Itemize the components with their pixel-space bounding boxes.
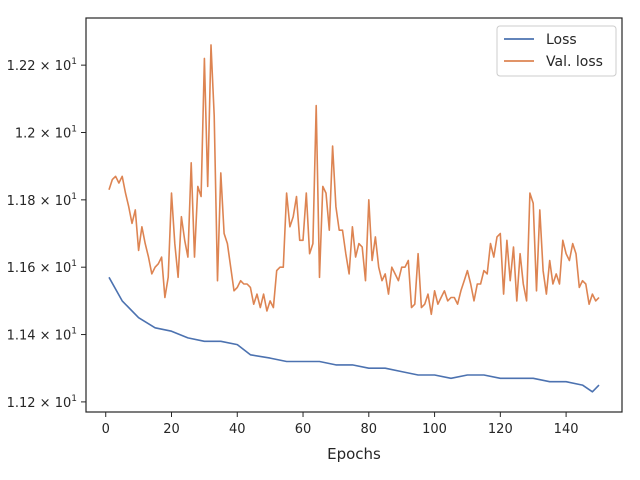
y-tick-label: 1.16 × 101 bbox=[7, 259, 77, 276]
series-layer bbox=[108, 44, 600, 393]
x-tick-label: 60 bbox=[295, 422, 312, 437]
x-axis: 0 20 40 60 80 100 120 140 bbox=[102, 412, 579, 437]
x-axis-title: Epochs bbox=[327, 445, 381, 463]
legend-label-val-loss: Val. loss bbox=[546, 54, 603, 70]
y-axis: 1.12 × 101 1.14 × 101 1.16 × 101 1.18 × 101… bbox=[7, 57, 86, 411]
x-tick-label: 120 bbox=[488, 422, 513, 437]
legend: Loss Val. loss bbox=[496, 25, 617, 77]
x-tick-label: 40 bbox=[229, 422, 246, 437]
x-tick-label: 20 bbox=[163, 422, 180, 437]
y-tick-label: 1.22 × 101 bbox=[7, 57, 77, 74]
plot-frame bbox=[85, 17, 623, 413]
y-tick-label: 1.14 × 101 bbox=[7, 327, 77, 344]
x-tick-label: 0 bbox=[102, 422, 110, 437]
y-tick-label: 1.12 × 101 bbox=[7, 394, 77, 411]
x-tick-label: 80 bbox=[361, 422, 378, 437]
series-line-val-loss bbox=[108, 44, 600, 316]
x-tick-label: 140 bbox=[554, 422, 579, 437]
series-line-loss bbox=[108, 276, 600, 393]
x-tick-label: 100 bbox=[422, 422, 447, 437]
y-tick-label: 1.2 × 101 bbox=[15, 124, 77, 141]
legend-label-loss: Loss bbox=[546, 32, 577, 48]
y-tick-label: 1.18 × 101 bbox=[7, 192, 77, 209]
